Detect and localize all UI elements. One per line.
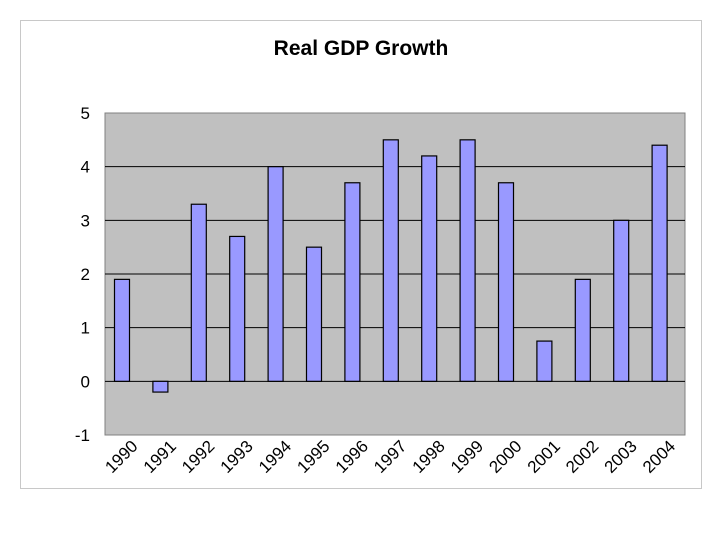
x-tick-label: 1997 <box>370 437 410 477</box>
y-tick-label: 1 <box>81 319 90 338</box>
x-tick-label: 1990 <box>101 437 141 477</box>
bar <box>574 278 591 382</box>
x-tick-label: 1999 <box>447 437 487 477</box>
y-tick-label: 5 <box>81 104 90 123</box>
bar <box>229 235 246 382</box>
x-tick-label: 2002 <box>562 437 602 477</box>
x-tick-label: 1998 <box>409 437 449 477</box>
x-tick-label: 2004 <box>639 437 679 477</box>
bar <box>113 278 131 382</box>
bar <box>497 182 515 382</box>
bar <box>382 139 399 382</box>
y-tick-label: 4 <box>81 158 90 177</box>
y-tick-label: 3 <box>81 211 90 230</box>
y-tick-label: 0 <box>81 372 90 391</box>
bar <box>613 219 630 382</box>
y-tick-label: -1 <box>75 426 90 445</box>
x-tick-label: 2000 <box>485 437 525 477</box>
x-tick-label: 2003 <box>601 437 641 477</box>
bar <box>651 144 668 382</box>
x-tick-label: 1994 <box>255 437 295 477</box>
y-axis: -1 0 1 2 3 4 5 <box>75 104 90 445</box>
x-tick-label: 1992 <box>178 437 218 477</box>
bar <box>344 182 361 382</box>
y-tick-label: 2 <box>81 265 90 284</box>
bar <box>190 203 207 382</box>
x-axis: 1990199119921993199419951996199719981999… <box>101 437 679 477</box>
bar <box>267 166 284 382</box>
bar <box>536 340 553 382</box>
bar <box>305 246 323 382</box>
bar <box>152 380 169 393</box>
x-tick-label: 1996 <box>332 437 372 477</box>
x-tick-label: 1991 <box>140 437 180 477</box>
x-tick-label: 2001 <box>524 437 564 477</box>
bars <box>113 139 668 393</box>
x-tick-label: 1993 <box>217 437 257 477</box>
x-tick-label: 1995 <box>293 437 333 477</box>
chart-title: Real GDP Growth <box>274 37 449 60</box>
bar <box>421 155 438 382</box>
bar <box>459 139 476 382</box>
